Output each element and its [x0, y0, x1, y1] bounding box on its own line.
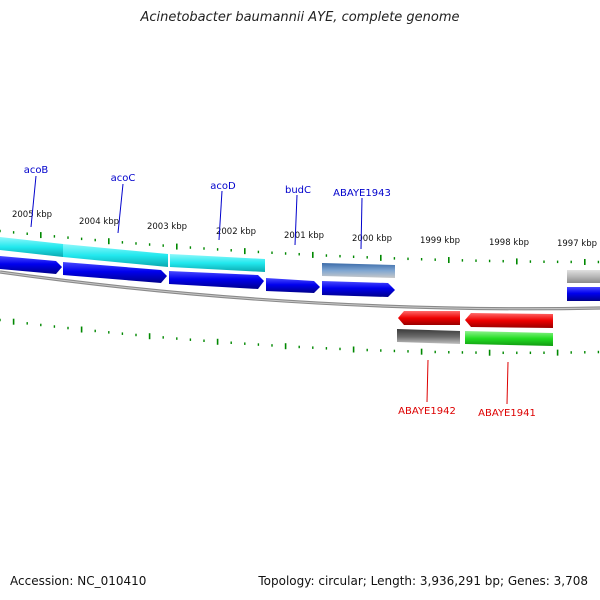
leader-budC — [294, 194, 298, 246]
inner-tick-ring — [0, 318, 600, 356]
gene-label-acoC[interactable]: acoC — [111, 173, 136, 184]
gene-label-acoB[interactable]: acoB — [24, 165, 49, 176]
gene-label-budC[interactable]: budC — [285, 185, 311, 196]
cyan-feature-2 — [63, 244, 168, 267]
gene-label-ABAYE1942[interactable]: ABAYE1942 — [398, 406, 456, 417]
cyan-feature-1 — [0, 237, 63, 257]
leader-acoC — [117, 183, 124, 234]
leader-acoB — [30, 175, 37, 228]
accession-label: Accession: NC_010410 — [10, 574, 147, 588]
gene-label-acoD[interactable]: acoD — [210, 181, 236, 192]
tick-label-1998: 1998 kbp — [489, 238, 529, 248]
cds-ABAYE1943 — [322, 281, 395, 297]
leader-ABAYE1942 — [426, 359, 429, 403]
outer-tick-ring — [0, 229, 600, 265]
genome-summary: Topology: circular; Length: 3,936,291 bp… — [258, 574, 588, 588]
gray-feature-right — [567, 270, 600, 283]
leader-acoD — [218, 190, 223, 241]
tick-label-2002: 2002 kbp — [216, 227, 256, 237]
cyan-feature-3 — [170, 254, 265, 272]
gene-label-ABAYE1941[interactable]: ABAYE1941 — [478, 408, 536, 419]
gene-label-ABAYE1943[interactable]: ABAYE1943 — [333, 188, 391, 199]
tick-label-2001: 2001 kbp — [284, 231, 324, 241]
cds-acoB — [0, 256, 62, 274]
steel-feature — [322, 263, 395, 278]
dark-feature — [397, 329, 460, 344]
cds-budC — [266, 278, 320, 293]
cds-acoC — [63, 262, 167, 283]
tick-label-2000: 2000 kbp — [352, 234, 392, 244]
tick-label-1999: 1999 kbp — [420, 236, 460, 246]
cds-right-edge — [567, 287, 600, 301]
backbone-inner — [0, 271, 600, 310]
map-title: Acinetobacter baumannii AYE, complete ge… — [140, 10, 460, 25]
leader-ABAYE1941 — [506, 361, 509, 405]
tick-label-1997: 1997 kbp — [557, 239, 597, 249]
tick-label-2003: 2003 kbp — [147, 222, 187, 232]
tick-label-2004: 2004 kbp — [79, 217, 119, 227]
cds-acoD — [169, 271, 264, 289]
green-feature — [465, 331, 553, 346]
cds-ABAYE1941 — [465, 313, 553, 328]
leader-ABAYE1943 — [360, 197, 363, 250]
cds-ABAYE1942 — [398, 311, 460, 325]
